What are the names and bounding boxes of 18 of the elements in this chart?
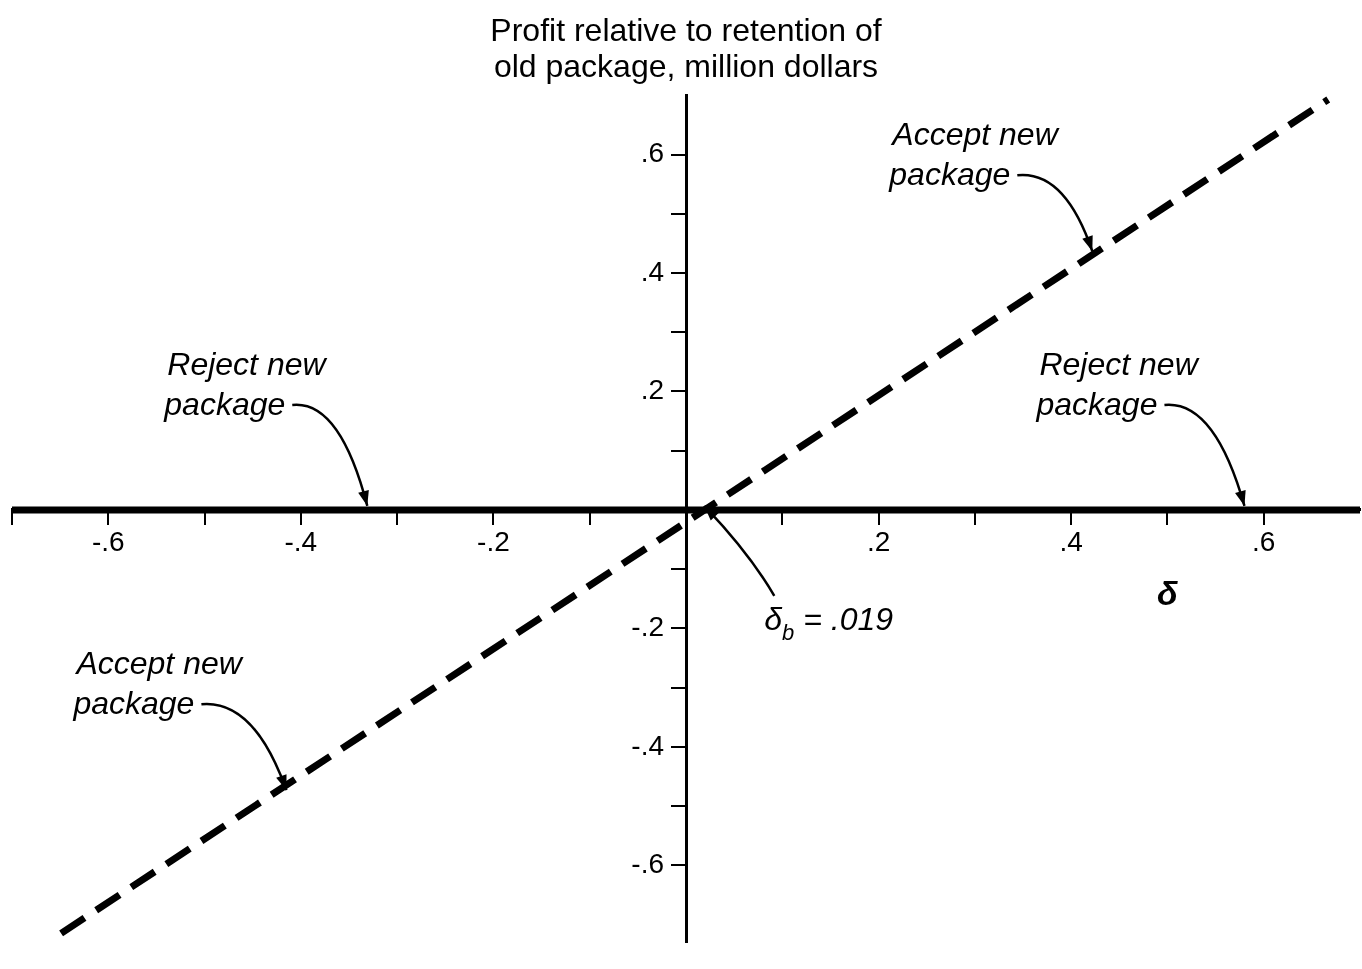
y-tick-label: -.4 <box>631 729 664 761</box>
x-tick-label: .4 <box>1059 526 1083 558</box>
x-tick-label: -.2 <box>477 526 510 558</box>
annotation: Accept new package <box>72 645 244 722</box>
x-tick-label: -.4 <box>284 526 318 558</box>
y-tick-label: .6 <box>640 137 664 169</box>
y-tick-label: .2 <box>640 374 664 406</box>
y-tick-label: -.6 <box>631 847 664 879</box>
y-tick-label: .4 <box>640 255 664 287</box>
annotation: Reject new package <box>163 345 328 422</box>
y-axis-title: Profit relative to retention of old package, million dollars <box>490 12 882 84</box>
x-tick-label: .2 <box>866 526 891 558</box>
x-tick-label: .6 <box>1252 526 1276 558</box>
x-tick-label: -.6 <box>91 526 125 558</box>
annotation: Reject new package <box>1035 345 1200 422</box>
y-tick-label: -.2 <box>631 611 664 643</box>
annotation: Accept new package <box>888 116 1060 193</box>
x-axis-title: δ <box>1157 573 1179 612</box>
